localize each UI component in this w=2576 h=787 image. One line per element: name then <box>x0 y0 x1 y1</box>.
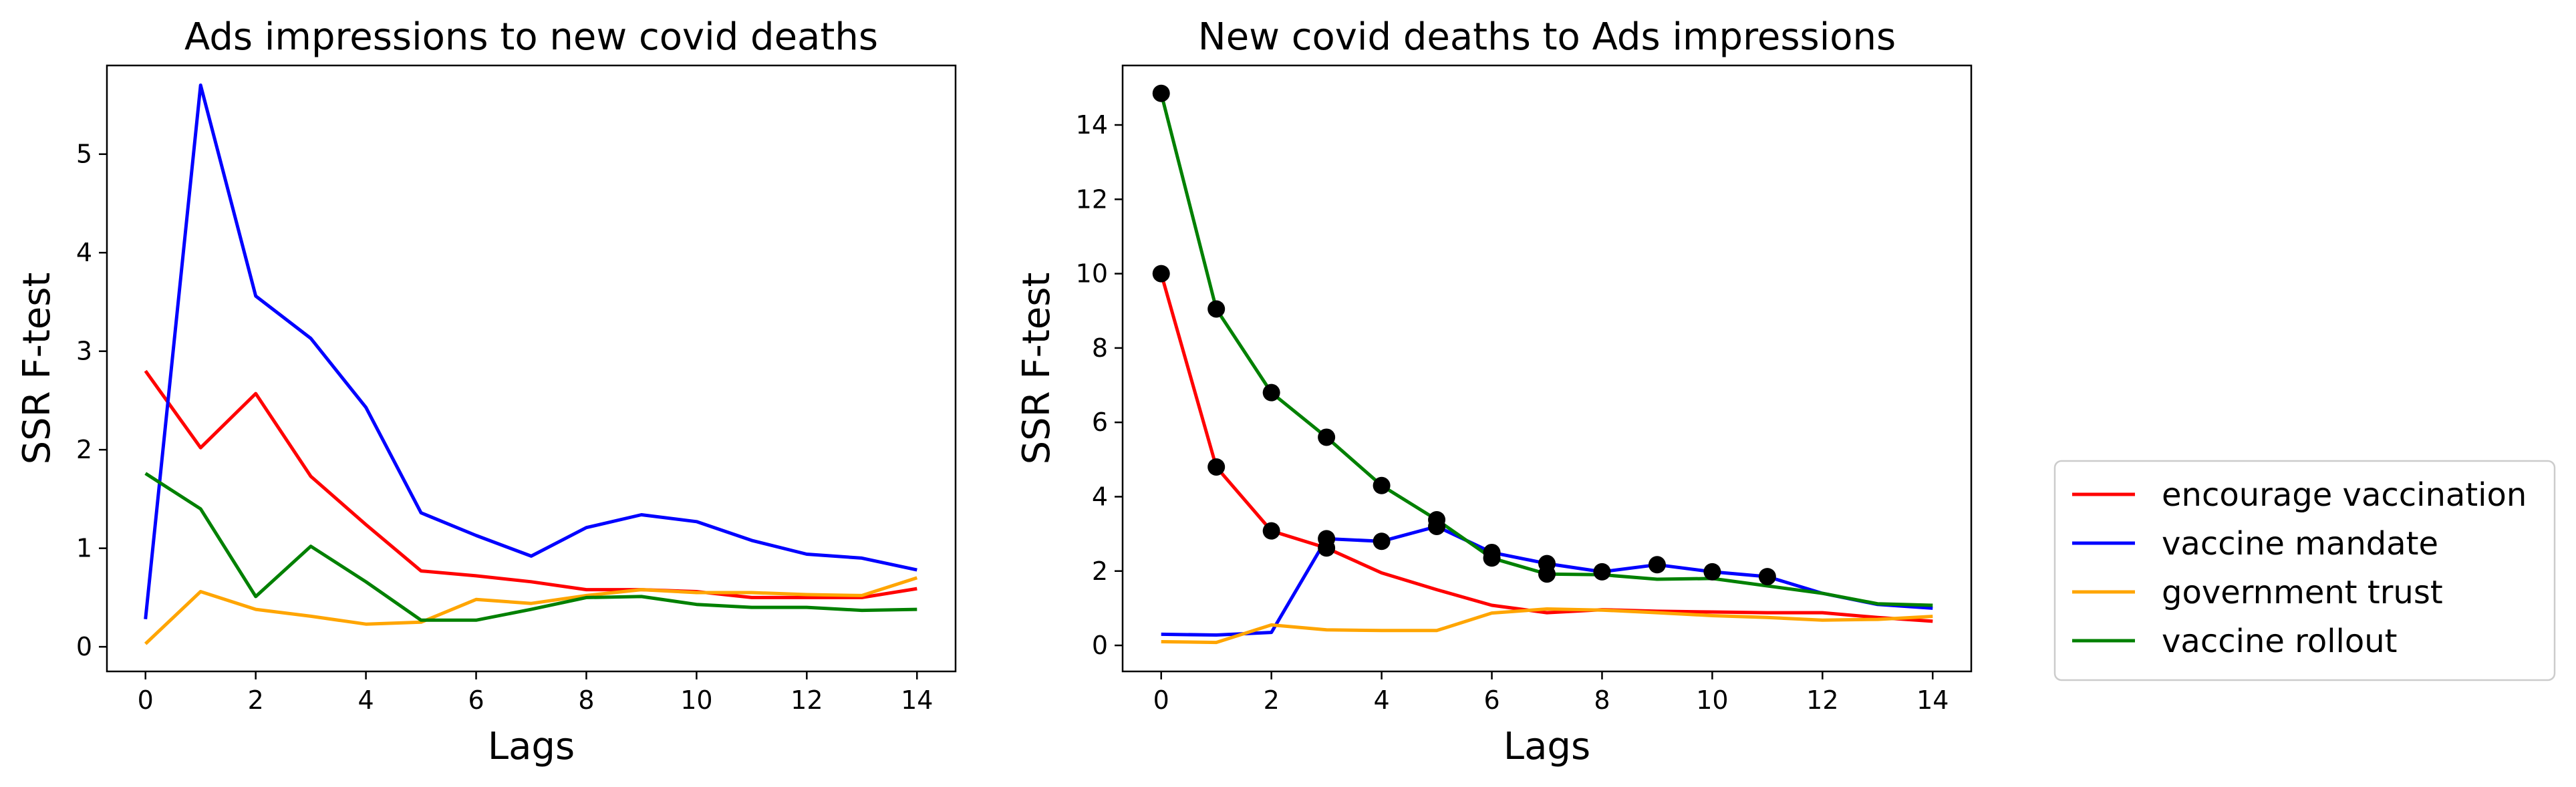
chart-1-marker-encourage-vaccination-0 <box>1152 265 1170 283</box>
chart-1-marker-vaccine-rollout-5 <box>1428 510 1446 528</box>
chart-0-xtick-label-0: 0 <box>138 685 154 715</box>
chart-1-title: New covid deaths to Ads impressions <box>1198 15 1896 59</box>
chart-0-series-encourage-vaccination <box>144 369 917 599</box>
chart-1-xtick-label-4: 4 <box>1374 685 1390 715</box>
chart-1-xtick-label-12: 12 <box>1806 685 1838 715</box>
chart-0-ytick-label-4: 4 <box>76 238 92 267</box>
chart-0-ylabel: SSR F-test <box>15 273 59 465</box>
chart-0-xtick-label-8: 8 <box>578 685 594 715</box>
chart-1-marker-vaccine-rollout-4 <box>1373 476 1391 494</box>
chart-1-marker-vaccine-mandate-10 <box>1703 563 1721 581</box>
chart-0-axes-frame <box>106 64 957 673</box>
chart-1-ytick-label-0: 0 <box>1092 631 1108 660</box>
chart-0-series-government-trust <box>144 576 918 645</box>
chart-0-ytick-label-0: 0 <box>76 632 92 661</box>
chart-1-xtick-label-14: 14 <box>1916 685 1949 715</box>
chart-1-xtick-label-2: 2 <box>1264 685 1280 715</box>
chart-0-series-vaccine-mandate <box>144 84 917 620</box>
chart-deaths-to-ads: 0 2 4 6 8 10 12 14 0 2 4 6 8 10 12 14 New covid deaths t… <box>1015 15 1973 768</box>
chart-1-xtick-label-6: 6 <box>1483 685 1499 715</box>
chart-1-marker-vaccine-rollout-6 <box>1483 549 1501 567</box>
chart-0-series-vaccine-rollout <box>144 472 917 622</box>
chart-1-marker-vaccine-rollout-0 <box>1152 84 1170 102</box>
chart-1-xtick-label-8: 8 <box>1594 685 1610 715</box>
chart-1-marker-vaccine-rollout-2 <box>1262 383 1280 402</box>
legend-label-government-trust: government trust <box>2162 574 2443 611</box>
chart-1-marker-vaccine-mandate-3 <box>1318 530 1336 548</box>
chart-0-ytick-label-1: 1 <box>76 534 92 563</box>
chart-1-xtick-label-0: 0 <box>1153 685 1169 715</box>
chart-1-ytick-label-10: 10 <box>1076 259 1108 289</box>
chart-0-title: Ads impressions to new covid deaths <box>184 15 878 59</box>
chart-0-ytick-label-2: 2 <box>76 435 92 464</box>
chart-1-ytick-label-12: 12 <box>1076 184 1108 214</box>
chart-0-xtick-label-2: 2 <box>248 685 264 715</box>
chart-1-xtick-label-10: 10 <box>1696 685 1728 715</box>
chart-0-xtick-label-6: 6 <box>468 685 484 715</box>
chart-1-ytick-label-6: 6 <box>1092 408 1108 437</box>
chart-1-series-encourage-vaccination <box>1159 273 1933 623</box>
chart-0-ytick-label-3: 3 <box>76 337 92 366</box>
chart-1-ylabel: SSR F-test <box>1015 273 1058 465</box>
chart-1-marker-vaccine-rollout-3 <box>1318 428 1336 446</box>
chart-1-marker-encourage-vaccination-1 <box>1207 458 1226 476</box>
chart-0-xlabel: Lags <box>488 725 575 768</box>
chart-1-marker-vaccine-rollout-1 <box>1207 300 1226 318</box>
chart-0-xtick-label-10: 10 <box>680 685 712 715</box>
chart-1-ytick-label-14: 14 <box>1076 110 1108 140</box>
chart-1-xlabel: Lags <box>1504 725 1590 768</box>
legend-label-vaccine-mandate: vaccine mandate <box>2162 525 2438 563</box>
chart-1-marker-vaccine-mandate-9 <box>1648 556 1666 574</box>
legend-label-encourage-vaccination: encourage vaccination <box>2162 476 2527 514</box>
chart-1-series-government-trust <box>1161 607 1933 645</box>
chart-1-marker-vaccine-mandate-4 <box>1373 532 1391 550</box>
chart-1-axes-frame <box>1121 64 1973 673</box>
chart-1-marker-vaccine-mandate-11 <box>1758 568 1776 586</box>
chart-1-ytick-label-8: 8 <box>1092 333 1108 363</box>
chart-1-marker-encourage-vaccination-2 <box>1262 522 1280 540</box>
chart-1-ytick-label-4: 4 <box>1092 482 1108 511</box>
chart-1-ytick-label-2: 2 <box>1092 557 1108 586</box>
chart-1-marker-vaccine-rollout-7 <box>1538 565 1556 583</box>
legend-frame <box>2053 460 2556 681</box>
chart-0-xtick-label-12: 12 <box>791 685 823 715</box>
legend-label-vaccine-rollout: vaccine rollout <box>2162 623 2397 660</box>
chart-0-ytick-label-5: 5 <box>76 140 92 169</box>
chart-1-marker-vaccine-mandate-8 <box>1593 563 1611 581</box>
legend: encourage vaccination vaccine mandate gove… <box>2053 460 2556 681</box>
chart-0-xtick-label-14: 14 <box>901 685 933 715</box>
chart-0-xtick-label-4: 4 <box>358 685 374 715</box>
